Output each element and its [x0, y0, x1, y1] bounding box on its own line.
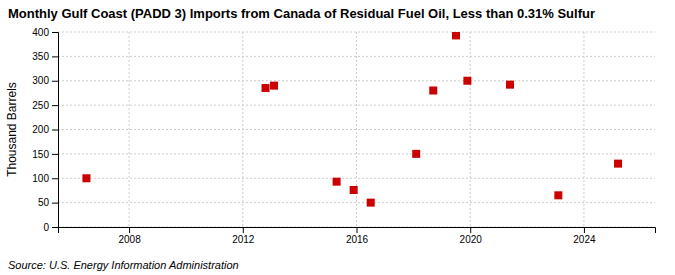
- point: [82, 174, 90, 182]
- tick-mark: [52, 178, 58, 179]
- tick-label: 300: [32, 75, 49, 86]
- tick-mark: [52, 32, 58, 33]
- tick-label: 2024: [573, 234, 596, 245]
- tick-label: 2020: [460, 234, 483, 245]
- tick: 400: [32, 27, 58, 38]
- tick-mark: [52, 56, 58, 57]
- tick: 250: [32, 100, 58, 111]
- point: [333, 178, 341, 186]
- plot: 2008 2012 2016 2020 2024 0 50 100 150 200 250 300 35…: [32, 27, 655, 245]
- tick-label: 2008: [118, 234, 141, 245]
- point: [270, 82, 278, 90]
- tick-label: 2016: [346, 234, 369, 245]
- source: Source: U.S. Energy Information Administ…: [8, 259, 239, 271]
- tick: 300: [32, 75, 58, 86]
- tick: 2012: [232, 227, 255, 245]
- axis-line: [59, 228, 656, 234]
- tick-mark: [52, 154, 58, 155]
- tick-mark: [129, 227, 130, 233]
- tick-label: 200: [32, 124, 49, 135]
- grid-line: [470, 32, 471, 227]
- tick-label: 100: [32, 173, 49, 184]
- point: [614, 160, 622, 168]
- tick-label: 2012: [232, 234, 255, 245]
- points: [82, 32, 622, 207]
- point: [262, 84, 270, 92]
- tick: 350: [32, 51, 58, 62]
- tick: 150: [32, 149, 58, 160]
- tick-label: 50: [38, 197, 50, 208]
- tick-mark: [52, 227, 58, 228]
- title: Monthly Gulf Coast (PADD 3) Imports from…: [8, 6, 595, 21]
- y-axis-title: Thousand Barrels: [5, 82, 19, 177]
- axis-line: [52, 33, 59, 228]
- tick: 100: [32, 173, 58, 184]
- tick-mark: [470, 227, 471, 233]
- grid-line: [242, 32, 243, 227]
- tick-label: 0: [43, 222, 49, 233]
- tick: 200: [32, 124, 58, 135]
- tick: 2020: [460, 227, 483, 245]
- grid-line: [58, 202, 655, 203]
- tick-label: 400: [32, 27, 49, 38]
- tick-label: 250: [32, 100, 49, 111]
- tick: 2024: [573, 227, 596, 245]
- tick-mark: [52, 81, 58, 82]
- tick-label: 150: [32, 149, 49, 160]
- point: [452, 32, 460, 39]
- grid-line: [129, 32, 130, 227]
- grid: [58, 32, 655, 227]
- point: [554, 191, 562, 199]
- point: [429, 87, 437, 95]
- tick: 2008: [118, 227, 141, 245]
- tick: 50: [38, 197, 58, 208]
- tick: 2016: [346, 227, 369, 245]
- tick-mark: [357, 227, 358, 233]
- tick-mark: [243, 227, 244, 233]
- tick-mark: [584, 227, 585, 233]
- point: [367, 199, 375, 207]
- tick-label: 350: [32, 51, 49, 62]
- tick-mark: [52, 203, 58, 204]
- x-axis: 2008 2012 2016 2020 2024: [59, 227, 656, 245]
- tick-mark: [52, 105, 58, 106]
- y-axis: 0 50 100 150 200 250 300 350 400: [32, 27, 58, 233]
- tick-mark: [52, 130, 58, 131]
- point: [463, 77, 471, 85]
- point: [350, 186, 358, 194]
- grid-line: [583, 32, 584, 227]
- point: [506, 81, 514, 89]
- chart: 2008 2012 2016 2020 2024 0 50 100 150 200 250 300 35…: [0, 0, 675, 275]
- grid-line: [356, 32, 357, 227]
- point: [412, 150, 420, 158]
- tick: 0: [43, 222, 58, 233]
